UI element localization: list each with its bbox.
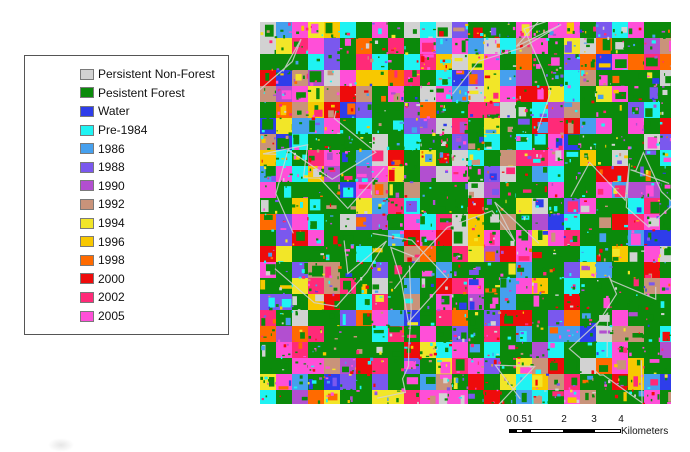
legend-label: 1998: [98, 253, 125, 268]
legend-item: Pesistent Forest: [80, 84, 228, 103]
scale-bar-segment: [530, 429, 564, 433]
legend-label: Persistent Non-Forest: [98, 67, 215, 82]
legend-swatch: [80, 273, 94, 285]
scale-tick-label: 4: [618, 414, 624, 425]
legend-swatch: [80, 124, 94, 136]
legend-label: Water: [98, 104, 130, 119]
scale-tick-label: 0.5: [513, 414, 527, 425]
legend-item: 1992: [80, 195, 228, 214]
legend-swatch: [80, 254, 94, 266]
legend-item: Pre-1984: [80, 121, 228, 140]
legend-item: Water: [80, 102, 228, 121]
scale-bar-segment: [564, 429, 594, 433]
legend-item: 1994: [80, 214, 228, 233]
legend-label: 1988: [98, 160, 125, 175]
legend-swatch: [80, 87, 94, 99]
legend-list: Persistent Non-Forest Pesistent Forest Wat…: [80, 65, 228, 325]
legend-item: 1990: [80, 177, 228, 196]
legend-item: 2005: [80, 307, 228, 326]
legend-swatch: [80, 161, 94, 173]
legend-swatch: [80, 198, 94, 210]
background-smudge: [48, 438, 74, 452]
legend-swatch: [80, 143, 94, 155]
legend-label: 1992: [98, 197, 125, 212]
map-legend: Persistent Non-Forest Pesistent Forest Wat…: [24, 55, 229, 335]
legend-label: 1994: [98, 216, 125, 231]
legend-label: 1986: [98, 141, 125, 156]
scale-tick-label: 3: [591, 414, 597, 425]
legend-item: 2000: [80, 270, 228, 289]
legend-label: 1990: [98, 178, 125, 193]
legend-item: 2002: [80, 288, 228, 307]
scale-tick-label: 1: [527, 414, 533, 425]
legend-item: 1986: [80, 139, 228, 158]
scale-bar-segment: [523, 429, 530, 433]
legend-swatch: [80, 180, 94, 192]
legend-item: Persistent Non-Forest: [80, 65, 228, 84]
legend-label: 2002: [98, 290, 125, 305]
legend-label: 1996: [98, 234, 125, 249]
scale-tick-label: 0: [506, 414, 512, 425]
legend-item: 1998: [80, 251, 228, 270]
scale-bar-segment: [516, 429, 523, 433]
scale-unit-label: Kilometers: [621, 426, 669, 437]
scale-bar: Kilometers 0 0.5 1 2 3 4: [506, 414, 686, 444]
legend-swatch: [80, 310, 94, 322]
legend-swatch: [80, 105, 94, 117]
legend-label: 2000: [98, 271, 125, 286]
legend-item: 1996: [80, 232, 228, 251]
scale-bar-segment: [509, 429, 516, 433]
land-cover-map: [260, 22, 671, 404]
legend-swatch: [80, 217, 94, 229]
legend-item: 1988: [80, 158, 228, 177]
legend-swatch: [80, 68, 94, 80]
scale-bar-segment: [594, 429, 621, 433]
legend-label: Pesistent Forest: [98, 85, 185, 100]
scale-tick-label: 2: [561, 414, 567, 425]
legend-label: Pre-1984: [98, 123, 148, 138]
legend-label: 2005: [98, 309, 125, 324]
legend-swatch: [80, 236, 94, 248]
legend-swatch: [80, 291, 94, 303]
